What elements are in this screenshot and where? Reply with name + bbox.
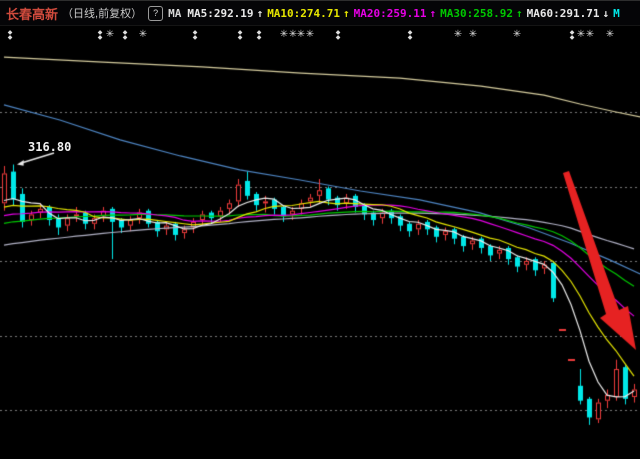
ma-legend-item-1: MA5:292.19 ↑ <box>187 6 264 20</box>
news-marker-icon[interactable]: ✳ <box>576 29 586 40</box>
ma-indicator-label: MA <box>168 6 182 20</box>
news-marker-icon[interactable]: ✳ <box>453 29 463 40</box>
news-marker-icon[interactable]: ✳ <box>305 29 315 40</box>
ma-legend-item-3: MA20:259.11 ↑ <box>353 6 437 20</box>
help-icon[interactable]: ? <box>148 5 164 21</box>
stock-name: 长春高新 <box>6 6 59 22</box>
ma-legend-item-clipped: M <box>613 6 620 20</box>
dividend-marker-icon[interactable]: ◆ ◆ <box>256 30 262 41</box>
ma-legend-item-4: MA30:258.92 ↑ <box>440 6 523 20</box>
news-marker-icon[interactable]: ✳ <box>138 29 148 40</box>
news-marker-icon[interactable]: ✳ <box>296 29 306 40</box>
dividend-marker-icon[interactable]: ◆ ◆ <box>569 30 575 41</box>
news-marker-icon[interactable]: ✳ <box>585 29 595 40</box>
dividend-marker-icon[interactable]: ◆ ◆ <box>122 30 128 41</box>
dividend-marker-icon[interactable]: ◆ ◆ <box>97 30 103 41</box>
news-marker-icon[interactable]: ✳ <box>279 29 289 40</box>
news-marker-icon[interactable]: ✳ <box>468 29 478 40</box>
ma-legend-item-5: MA60:291.71 ↓ <box>526 6 610 20</box>
news-marker-icon[interactable]: ✳ <box>605 29 615 40</box>
dividend-marker-icon[interactable]: ◆ ◆ <box>335 30 341 41</box>
ma-values: MA5:292.19 ↑ MA10:274.71 ↑ MA20:259.11 ↑ MA30:… <box>187 7 619 20</box>
period-label: （日线,前复权） <box>62 8 143 20</box>
dividend-marker-icon[interactable]: ◆ ◆ <box>7 30 13 41</box>
dividend-marker-icon[interactable]: ◆ ◆ <box>237 30 243 41</box>
news-marker-icon[interactable]: ✳ <box>288 29 298 40</box>
ma-legend-item-2: MA10:274.71 ↑ <box>267 6 350 20</box>
event-markers-row: ◆ ◆ ◆ ◆ ✳ ◆ ◆ ✳ ◆ ◆ ◆ ◆ ◆ ◆ ✳ ✳ ✳ ✳ ◆ ◆ ◆ ◆ ✳ ✳ ✳ ◆ ◆ ✳ ✳ ✳ <box>0 29 640 47</box>
dividend-marker-icon[interactable]: ◆ ◆ <box>407 30 413 41</box>
news-marker-icon[interactable]: ✳ <box>512 29 522 40</box>
price-annotation: 316.80 <box>28 140 72 154</box>
news-marker-icon[interactable]: ✳ <box>105 29 115 40</box>
title-bar: 长春高新 （日线,前复权） ? MA MA5:292.19 ↑ MA10:274.7… <box>0 0 640 26</box>
dividend-marker-icon[interactable]: ◆ ◆ <box>192 30 198 41</box>
